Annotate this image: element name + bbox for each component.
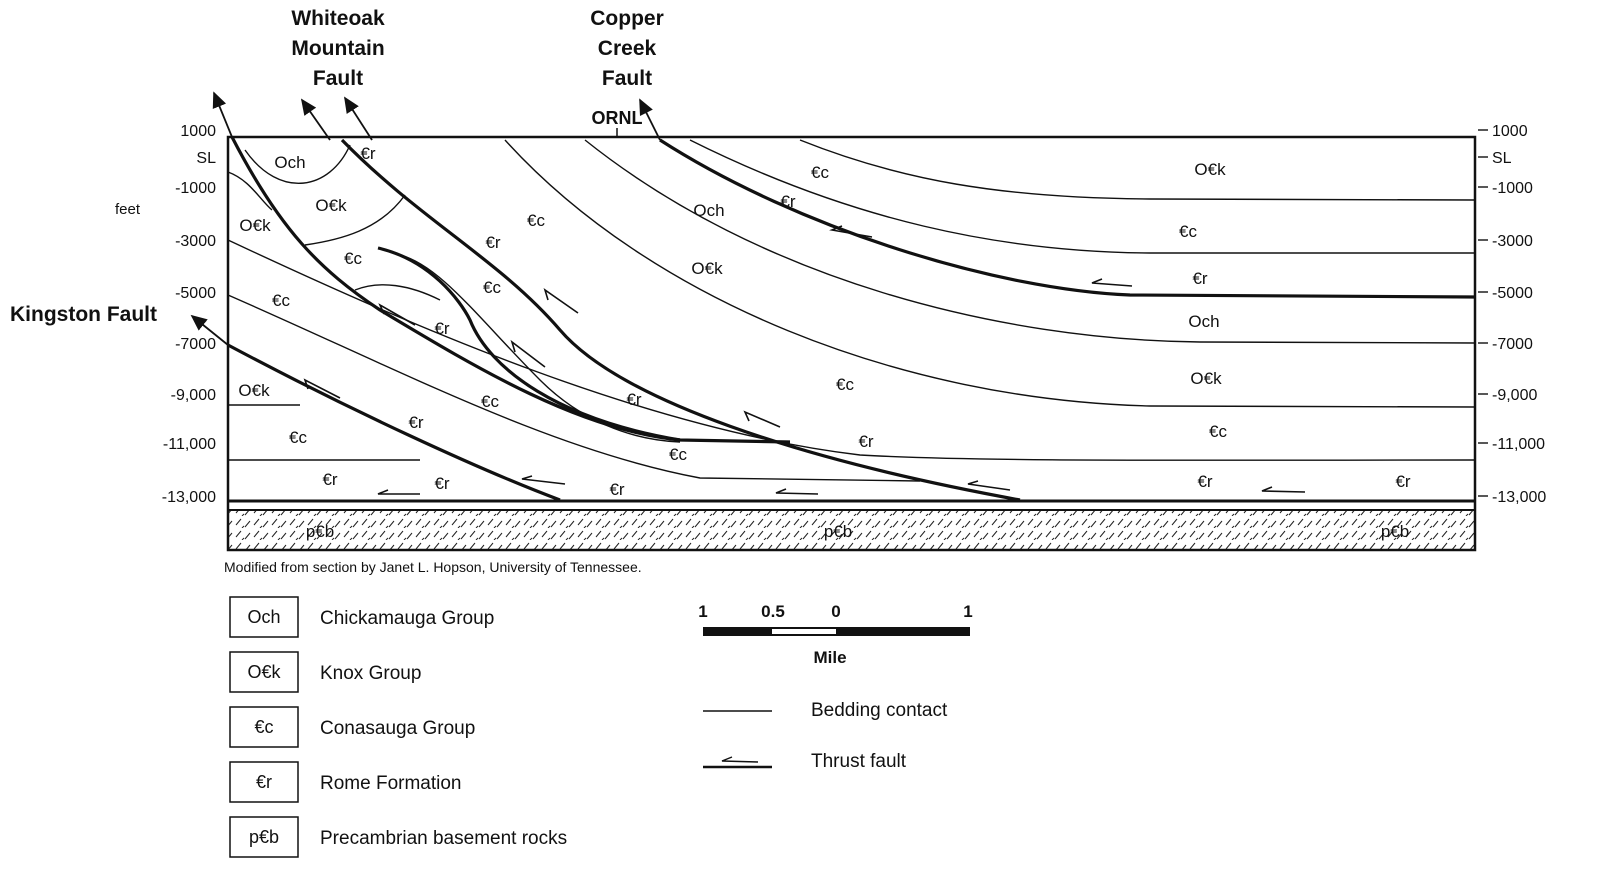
depth-label: SL — [1492, 150, 1512, 167]
unit-label: Och — [1188, 312, 1219, 331]
depth-label: -13,000 — [162, 489, 216, 506]
unit-label: p€b — [824, 522, 852, 541]
caption: Modified from section by Janet L. Hopson… — [224, 559, 642, 575]
legend-symbol: p€b — [249, 827, 279, 847]
depth-label: -3000 — [175, 233, 216, 250]
depth-label: SL — [196, 150, 216, 167]
unit-label: €c — [344, 249, 362, 268]
unit-label: €c — [527, 211, 545, 230]
legend-name: Rome Formation — [320, 773, 462, 794]
unit-label: €c — [272, 291, 290, 310]
depth-label: -5000 — [175, 285, 216, 302]
depth-label: 1000 — [180, 123, 216, 140]
unit-label: €c — [836, 375, 854, 394]
legend-symbol: O€k — [247, 662, 281, 682]
section-lines — [192, 93, 1475, 550]
unit-label: O€k — [239, 216, 271, 235]
unit-label: €r — [609, 480, 624, 499]
unit-label: p€b — [1381, 522, 1409, 541]
unit-label: O€k — [315, 196, 347, 215]
unit-label: O€k — [238, 381, 270, 400]
depth-label: -5000 — [1492, 285, 1533, 302]
depth-label: -11,000 — [163, 436, 216, 453]
fault-label: Creek — [598, 37, 657, 60]
unit-label: €r — [360, 144, 375, 163]
unit-label: Och — [274, 153, 305, 172]
legend-name: Knox Group — [320, 663, 421, 684]
depth-label: -1000 — [1492, 180, 1533, 197]
legend-symbol: €r — [256, 772, 272, 792]
unit-label: €r — [858, 432, 873, 451]
fault-label: Fault — [313, 67, 363, 90]
fault-label: Fault — [602, 67, 652, 90]
legend-symbol: €c — [254, 717, 273, 737]
unit-label: €c — [289, 428, 307, 447]
unit-label: €r — [485, 233, 500, 252]
fault-label: Whiteoak — [291, 7, 385, 30]
depth-label: -9,000 — [1492, 387, 1537, 404]
unit-label: €r — [626, 390, 641, 409]
cross-section: ORNL feet Modified from section by Janet… — [0, 0, 1598, 873]
unit-label: €c — [811, 163, 829, 182]
legend-name: Chickamauga Group — [320, 608, 494, 629]
unit-label: €c — [1209, 422, 1227, 441]
unit-label: €c — [481, 392, 499, 411]
scale-label: 1 — [698, 602, 707, 621]
fault-label: Kingston Fault — [10, 303, 157, 326]
unit-label: €r — [322, 470, 337, 489]
unit-label: €r — [1395, 472, 1410, 491]
legend-name: Precambrian basement rocks — [320, 828, 567, 849]
line-legend: Thrust fault — [811, 751, 907, 772]
unit-label: €r — [1192, 269, 1207, 288]
unit-label: €c — [669, 445, 687, 464]
fault-label: Mountain — [291, 37, 384, 60]
fault-label: Copper — [590, 7, 664, 30]
unit-label: O€k — [1190, 369, 1222, 388]
unit-label: p€b — [306, 522, 334, 541]
depth-label: -7000 — [1492, 336, 1533, 353]
depth-label: -3000 — [1492, 233, 1533, 250]
depth-label: -13,000 — [1492, 489, 1546, 506]
scale-unit: Mile — [813, 648, 846, 667]
unit-label: €r — [408, 413, 423, 432]
unit-label: €c — [1179, 222, 1197, 241]
depth-label: 1000 — [1492, 123, 1528, 140]
unit-label: €r — [780, 192, 795, 211]
depth-label: -9,000 — [171, 387, 216, 404]
unit-label: Och — [693, 201, 724, 220]
legend-name: Conasauga Group — [320, 718, 475, 739]
scale-label: 0.5 — [761, 602, 785, 621]
depth-label: -1000 — [175, 180, 216, 197]
axis-unit: feet — [115, 201, 141, 218]
unit-label: €r — [1197, 472, 1212, 491]
unit-label: €r — [434, 319, 449, 338]
line-legend: Bedding contact — [811, 700, 948, 721]
site-label: ORNL — [592, 108, 643, 128]
unit-label: €c — [483, 278, 501, 297]
unit-label: O€k — [691, 259, 723, 278]
legend-symbol: Och — [247, 607, 280, 627]
depth-label: -11,000 — [1492, 436, 1545, 453]
depth-label: -7000 — [175, 336, 216, 353]
scale-label: 1 — [963, 602, 972, 621]
unit-label: O€k — [1194, 160, 1226, 179]
unit-label: €r — [434, 474, 449, 493]
scale-label: 0 — [831, 602, 840, 621]
